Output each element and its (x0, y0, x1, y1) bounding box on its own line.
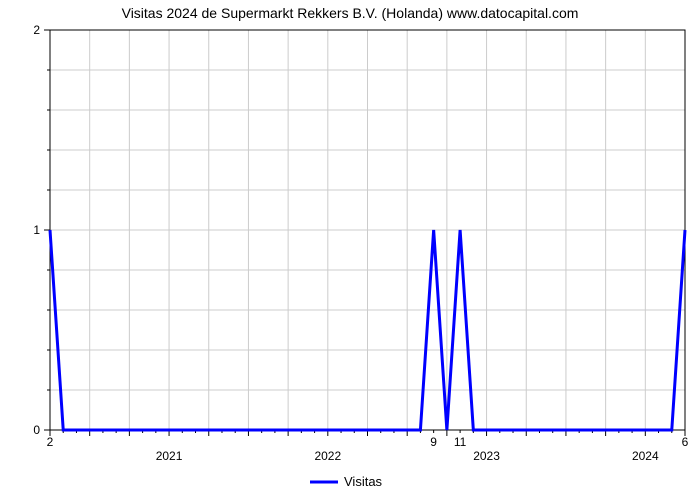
y-tick-label: 0 (33, 423, 40, 437)
x-year-label: 2021 (156, 449, 183, 463)
line-chart: 0 1 2 2 9 11 6 2021 2022 2023 2024 Visitas 2024 de … (0, 0, 700, 500)
chart-container: 0 1 2 2 9 11 6 2021 2022 2023 2024 Visitas 2024 de … (0, 0, 700, 500)
x-year-label: 2024 (632, 449, 659, 463)
legend-label: Visitas (344, 474, 383, 489)
x-extra-label: 9 (430, 435, 437, 449)
x-extra-label: 11 (454, 435, 467, 449)
x-year-label: 2022 (314, 449, 341, 463)
y-tick-label: 2 (33, 23, 40, 37)
x-extra-label: 6 (682, 435, 689, 449)
y-tick-label: 1 (33, 223, 40, 237)
chart-title: Visitas 2024 de Supermarkt Rekkers B.V. … (122, 5, 579, 21)
x-year-label: 2023 (473, 449, 500, 463)
x-extra-label: 2 (47, 435, 54, 449)
